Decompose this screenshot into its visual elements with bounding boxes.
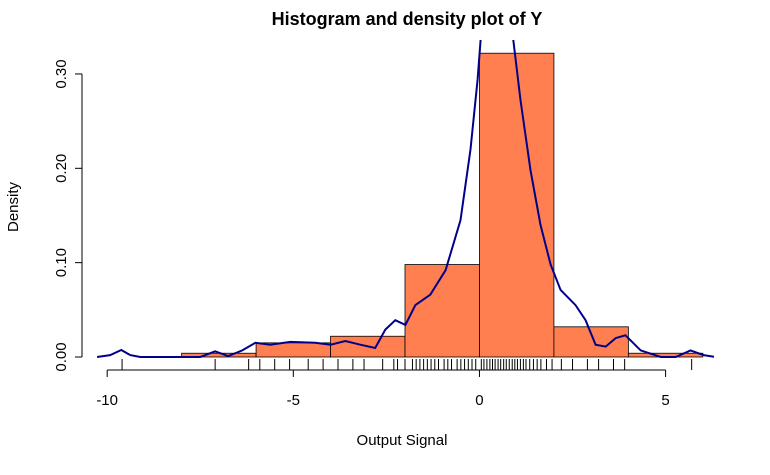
density-group — [96, 40, 714, 358]
y-tick-label: 0.20 — [53, 154, 70, 183]
histogram-bar — [404, 264, 480, 358]
y-tick-label: 0.30 — [53, 59, 70, 88]
chart-title: Histogram and density plot of Y — [272, 9, 543, 29]
y-axis-label: Density — [5, 181, 22, 232]
y-tick-label: 0.10 — [53, 248, 70, 277]
x-tick-label: -10 — [96, 392, 118, 409]
density-line — [96, 40, 714, 358]
x-axis-label: Output Signal — [357, 432, 448, 449]
histogram-bar — [479, 52, 555, 358]
x-tick-label: 0 — [475, 392, 483, 409]
x-tick-label: 5 — [661, 392, 669, 409]
y-tick-label: 0.00 — [53, 342, 70, 371]
x-tick-label: -5 — [287, 392, 300, 409]
